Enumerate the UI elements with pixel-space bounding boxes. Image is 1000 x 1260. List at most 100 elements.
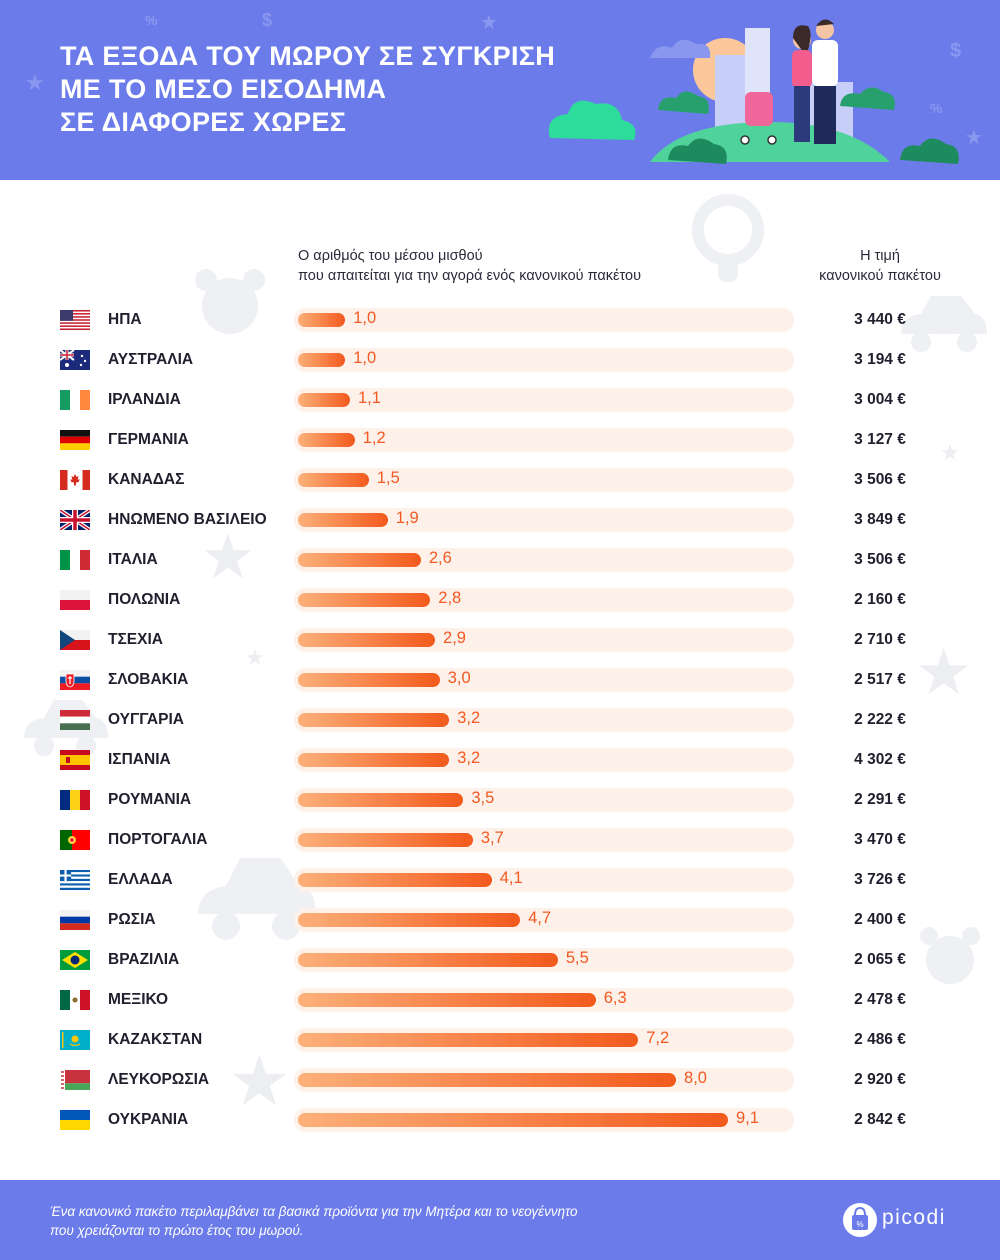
country-label: ΙΣΠΑΝΙΑ (108, 751, 171, 768)
title-line: ΣΕ ΔΙΑΦΟΡΕΣ ΧΩΡΕΣ (60, 107, 347, 137)
price-label: 3 194 € (854, 351, 906, 368)
price-label: 2 517 € (854, 671, 906, 688)
flag-gr-icon (60, 870, 90, 890)
chart-row: ΡΩΣΙΑ 4,7 2 400 € (0, 900, 1000, 940)
price-label: 2 222 € (854, 711, 906, 728)
country-label: ΚΑΖΑΚΣΤΑΝ (108, 1031, 203, 1048)
bar (298, 313, 346, 327)
bar (298, 633, 436, 647)
value-label: 1,5 (376, 469, 400, 487)
country-label: ΤΣΕΧΙΑ (108, 631, 163, 648)
chart-row: ΜΕΞΙΚΟ 6,3 2 478 € (0, 980, 1000, 1020)
chart-row: ΓΕΡΜΑΝΙΑ 1,2 3 127 € (0, 420, 1000, 460)
toy-car-icon (198, 858, 316, 940)
country-label: ΡΩΣΙΑ (108, 911, 156, 928)
bar (298, 553, 421, 567)
star-icon: ★ (200, 523, 256, 592)
flag-es-icon (60, 750, 90, 770)
bar (298, 593, 431, 607)
country-label: ΠΟΡΤΟΓΑΛΙΑ (108, 831, 208, 848)
pacifier-icon (692, 194, 764, 282)
country-label: ΙΤΑΛΙΑ (108, 551, 158, 568)
price-label: 2 486 € (854, 1031, 906, 1048)
price-label: 2 160 € (854, 591, 906, 608)
value-label: 9,1 (736, 1109, 759, 1127)
header-line: κανονικού πακέτου (819, 268, 941, 284)
country-label: ΓΕΡΜΑΝΙΑ (108, 431, 189, 448)
price-label: 2 400 € (854, 911, 906, 928)
price-label: 2 920 € (854, 1071, 906, 1088)
value-label: 3,5 (471, 789, 495, 807)
chart-row: ΗΠΑ 1,0 3 440 € (0, 300, 1000, 340)
brand-logo: % picodi (842, 1198, 972, 1242)
country-label: ΙΡΛΑΝΔΙΑ (108, 391, 181, 408)
chart-row: ΠΟΛΩΝΙΑ 2,8 2 160 € (0, 580, 1000, 620)
svg-text:%: % (856, 1220, 863, 1229)
flag-au-icon (60, 350, 90, 370)
chart-row: ΙΣΠΑΝΙΑ 3,2 4 302 € (0, 740, 1000, 780)
percent-icon: % (145, 12, 158, 28)
price-label: 3 004 € (854, 391, 906, 408)
header-line: Ο αριθμός του μέσου μισθού (298, 248, 483, 264)
star-icon: ★ (965, 127, 983, 149)
flag-us-icon (60, 310, 90, 330)
flag-ua-icon (60, 1110, 90, 1130)
dollar-icon: $ (950, 40, 962, 62)
chart-row: ΒΡΑΖΙΛΙΑ 5,5 2 065 € (0, 940, 1000, 980)
country-label: ΑΥΣΤΡΑΛΙΑ (108, 351, 194, 368)
title-line: ΤΑ ΕΞΟΔΑ ΤΟΥ ΜΩΡΟΥ ΣΕ ΣΥΓΚΡΙΣΗ (60, 41, 556, 71)
bar (298, 993, 596, 1007)
price-label: 3 506 € (854, 551, 906, 568)
value-label: 3,7 (480, 829, 504, 847)
flag-it-icon (60, 550, 90, 570)
bar (298, 393, 350, 407)
value-label: 2,8 (438, 589, 462, 607)
price-label: 3 726 € (854, 871, 906, 888)
bar-track (294, 308, 794, 332)
bar-track (294, 468, 794, 492)
flag-mx-icon (60, 990, 90, 1010)
value-label: 4,7 (528, 909, 552, 927)
country-label: ΠΟΛΩΝΙΑ (108, 591, 181, 608)
flag-pt-icon (60, 830, 90, 850)
flag-hu-icon (60, 710, 90, 730)
star-icon: ★ (480, 12, 498, 34)
flag-sk-icon (60, 670, 90, 690)
flag-kz-icon (60, 1030, 90, 1050)
toy-car-icon (901, 296, 987, 352)
flag-br-icon (60, 950, 90, 970)
value-label: 8,0 (684, 1069, 707, 1087)
teddy-bear-icon (920, 927, 980, 984)
country-label: ΚΑΝΑΔΑΣ (108, 471, 185, 488)
value-label: 1,0 (353, 349, 377, 367)
chart-row: ΟΥΓΓΑΡΙΑ 3,2 2 222 € (0, 700, 1000, 740)
bar (298, 713, 450, 727)
page-title: ΤΑ ΕΞΟΔΑ ΤΟΥ ΜΩΡΟΥ ΣΕ ΣΥΓΚΡΙΣΗ ΜΕ ΤΟ ΜΕΣ… (60, 40, 555, 139)
chart-row: ΙΤΑΛΙΑ 2,6 3 506 € (0, 540, 1000, 580)
value-label: 1,0 (353, 309, 377, 327)
bar (298, 353, 346, 367)
chart-row: ΤΣΕΧΙΑ 2,9 2 710 € (0, 620, 1000, 660)
value-label: 4,1 (499, 869, 523, 887)
star-icon: ★ (228, 1042, 291, 1120)
flag-ca-icon (60, 470, 90, 490)
value-label: 3,2 (457, 749, 481, 767)
country-label: ΟΥΚΡΑΝΙΑ (108, 1111, 189, 1128)
bar-track (294, 348, 794, 372)
bar (298, 833, 473, 847)
price-label: 3 849 € (854, 511, 906, 528)
chart-row: ΣΛΟΒΑΚΙΑ 3,0 2 517 € (0, 660, 1000, 700)
flag-gb-icon (60, 510, 90, 530)
country-label: ΗΠΑ (108, 311, 142, 328)
price-column-header: Η τιμή κανονικού πακέτου (800, 246, 960, 286)
bar (298, 793, 464, 807)
star-icon: ★ (940, 440, 960, 465)
price-label: 3 506 € (854, 471, 906, 488)
country-label: ΗΝΩΜΕΝΟ ΒΑΣΙΛΕΙΟ (108, 511, 267, 528)
bar-track (294, 388, 794, 412)
chart-row: ΙΡΛΑΝΔΙΑ 1,1 3 004 € (0, 380, 1000, 420)
footnote-line: Ένα κανονικό πακέτο περιλαμβάνει τα βασι… (50, 1204, 578, 1219)
star-icon: ★ (245, 645, 265, 670)
price-label: 2 291 € (854, 791, 906, 808)
price-label: 3 470 € (854, 831, 906, 848)
